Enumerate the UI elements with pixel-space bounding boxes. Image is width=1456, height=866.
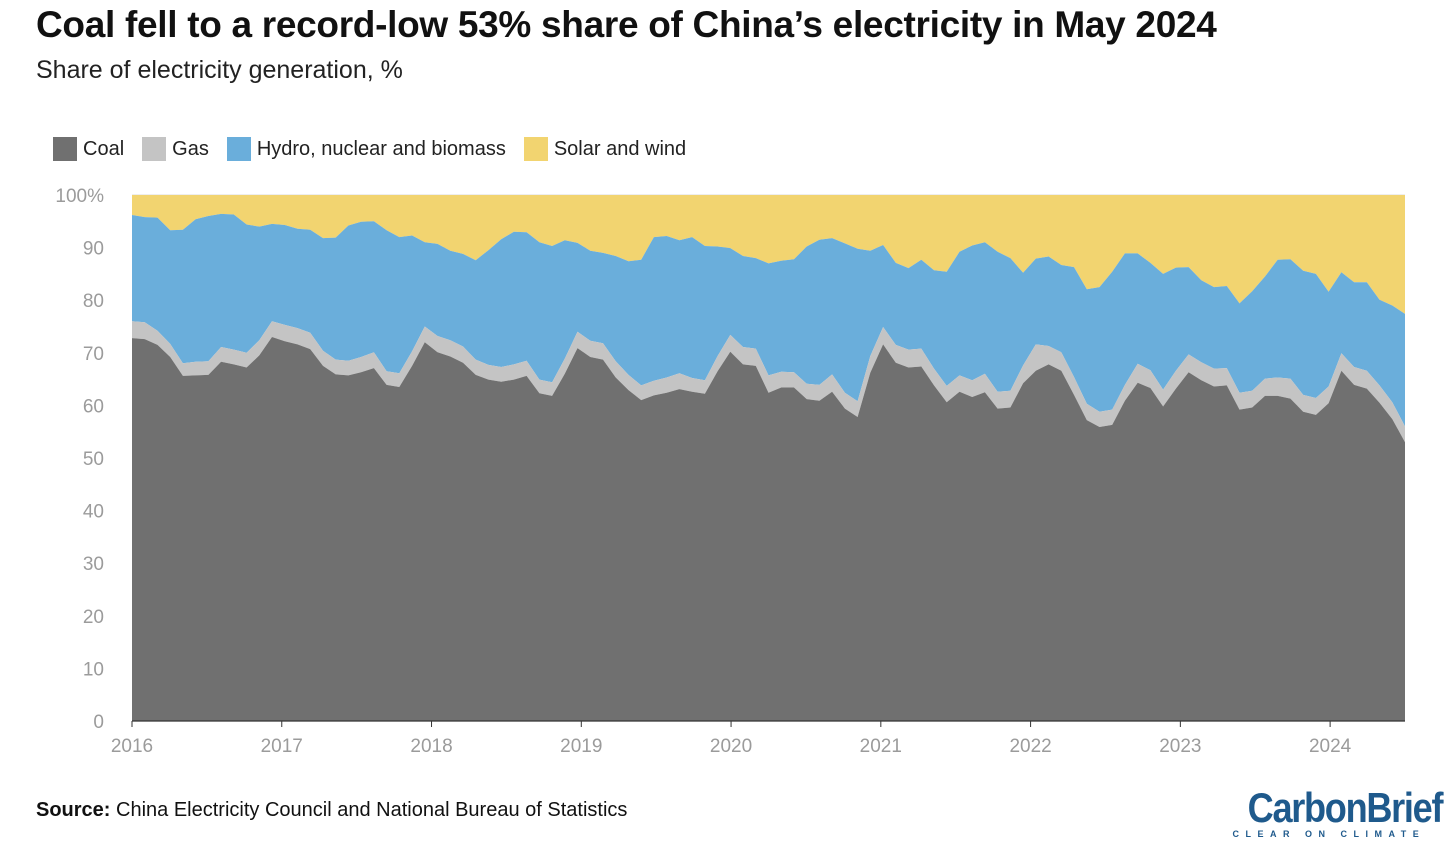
logo-wordmark: CarbonBrief	[1247, 784, 1443, 831]
legend-swatch-gas	[142, 137, 167, 161]
legend-item-gas: Gas	[142, 137, 209, 161]
area-coal	[132, 337, 1405, 721]
y-tick-label: 90	[83, 239, 104, 260]
chart-subtitle: Share of electricity generation, %	[36, 56, 403, 84]
legend-item-hydro: Hydro, nuclear and biomass	[226, 137, 506, 161]
source-text: China Electricity Council and National B…	[116, 799, 628, 821]
source-label: Source:	[36, 799, 111, 821]
legend-label-gas: Gas	[172, 137, 209, 160]
legend-swatch-hydro	[226, 137, 251, 161]
x-tick-label: 2023	[1159, 736, 1201, 757]
carbonbrief-logo: CarbonBrief CLEAR ON CLIMATE	[1216, 784, 1443, 840]
x-tick-label: 2018	[410, 736, 452, 757]
y-tick-label: 100%	[55, 186, 104, 207]
x-tick-label: 2024	[1309, 736, 1352, 757]
x-tick-label: 2022	[1009, 736, 1051, 757]
logo-tagline: CLEAR ON CLIMATE	[1232, 829, 1426, 839]
area-solar-and-wind	[132, 195, 1405, 314]
y-tick-label: 50	[83, 449, 104, 470]
y-tick-label: 70	[83, 344, 104, 365]
x-tick-label: 2016	[111, 736, 153, 757]
x-tick-label: 2020	[710, 736, 752, 757]
legend-swatch-solar	[523, 137, 548, 161]
legend-item-coal: Coal	[53, 137, 124, 161]
area-gas	[132, 321, 1405, 443]
chart-title: Coal fell to a record-low 53% share of C…	[36, 4, 1217, 45]
y-tick-label: 0	[93, 712, 104, 733]
x-tick-label: 2021	[860, 736, 902, 757]
x-tick-label: 2017	[261, 736, 303, 757]
y-tick-label: 80	[83, 291, 104, 312]
legend-item-solar: Solar and wind	[523, 137, 687, 161]
legend-label-coal: Coal	[83, 137, 125, 160]
y-tick-label: 30	[83, 554, 104, 575]
source-note: Source: China Electricity Council and Na…	[36, 799, 627, 822]
x-tick-label: 2019	[560, 736, 602, 757]
y-tick-label: 40	[83, 502, 104, 523]
legend-swatch-coal	[53, 137, 77, 161]
chart-legend: Coal Gas Hydro, nuclear and biomass Sola…	[53, 137, 704, 161]
y-tick-label: 60	[83, 396, 104, 417]
y-tick-label: 10	[83, 659, 104, 680]
legend-label-hydro: Hydro, nuclear and biomass	[256, 137, 506, 160]
y-tick-label: 20	[83, 607, 104, 628]
area-hydro-nuclear-biomass	[132, 213, 1405, 427]
legend-label-solar: Solar and wind	[553, 137, 687, 160]
